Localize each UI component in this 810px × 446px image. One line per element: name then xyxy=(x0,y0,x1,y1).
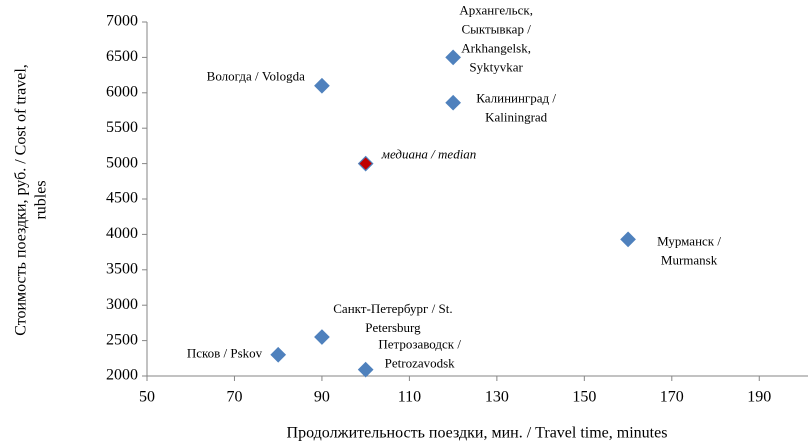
x-tick-label: 110 xyxy=(398,389,421,406)
point-label: Петрозаводск / xyxy=(378,337,461,352)
x-tick-label: 150 xyxy=(572,389,596,406)
y-tick-label: 5000 xyxy=(106,154,138,171)
point-label: Псков / Pskov xyxy=(187,346,263,361)
y-tick-label: 2000 xyxy=(106,367,138,384)
x-tick-label: 170 xyxy=(660,389,684,406)
point xyxy=(314,77,330,94)
x-tick-label: 50 xyxy=(139,389,155,406)
point xyxy=(314,329,330,345)
y-tick-label: 3500 xyxy=(106,260,138,277)
point xyxy=(620,231,636,248)
point-label: Санкт-Петербург / St. xyxy=(333,301,452,316)
y-tick-label: 4000 xyxy=(106,225,138,242)
point-label: Мурманск / xyxy=(657,233,721,248)
point xyxy=(445,94,461,111)
point xyxy=(270,346,287,363)
y-tick-label: 7000 xyxy=(106,13,138,30)
point-label: Arkhangelsk, xyxy=(461,40,531,55)
point-label: Сыктывкар / xyxy=(461,21,531,36)
x-tick-label: 70 xyxy=(226,389,242,406)
point-label: Kaliningrad xyxy=(485,110,548,125)
point-label: Petersburg xyxy=(365,320,421,335)
y-tick-label: 6000 xyxy=(106,83,138,100)
y-axis-label: Стоимость поездки, руб. / Cost of travel… xyxy=(13,64,50,336)
y-tick-label: 5500 xyxy=(106,119,138,136)
point xyxy=(357,155,374,172)
y-tick-label: 4500 xyxy=(106,190,138,207)
y-tick-label: 3000 xyxy=(106,296,138,313)
point-label: Petrozavodsk xyxy=(385,356,456,371)
point-label: Murmansk xyxy=(661,252,718,267)
x-tick-label: 90 xyxy=(314,389,330,406)
y-tick-label: 2500 xyxy=(106,331,138,348)
x-axis-label: Продолжительность поездки, мин. / Travel… xyxy=(287,425,668,442)
x-tick-label: 130 xyxy=(485,389,509,406)
y-axis-label-line: Стоимость поездки, руб. / Cost of travel… xyxy=(13,64,30,336)
y-tick-label: 6500 xyxy=(106,48,138,65)
point-label: Вологда / Vologda xyxy=(207,69,305,84)
point-label: Syktyvkar xyxy=(469,59,523,74)
point xyxy=(357,361,374,378)
x-tick-label: 190 xyxy=(747,389,771,406)
point xyxy=(445,49,461,66)
point-label: медиана / median xyxy=(381,147,477,162)
point-label: Архангельск, xyxy=(459,2,533,17)
point-label: Калининград / xyxy=(476,91,556,106)
y-axis-label-line: rubles xyxy=(33,180,50,219)
